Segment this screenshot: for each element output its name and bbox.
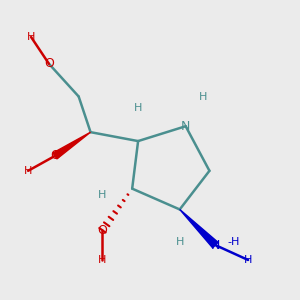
Text: O: O [50,149,60,162]
Text: O: O [44,57,54,70]
Text: N: N [211,238,220,252]
Text: H: H [176,237,184,247]
Text: H: H [98,190,106,200]
Text: H: H [134,103,142,113]
Text: H: H [98,255,106,265]
Text: H: H [27,32,35,42]
Polygon shape [53,132,91,159]
Text: O: O [98,224,107,237]
Text: H: H [199,92,208,101]
Polygon shape [180,209,218,248]
Text: H: H [244,255,252,265]
Text: -H: -H [227,237,240,247]
Text: N: N [181,120,190,133]
Text: H: H [24,166,32,176]
